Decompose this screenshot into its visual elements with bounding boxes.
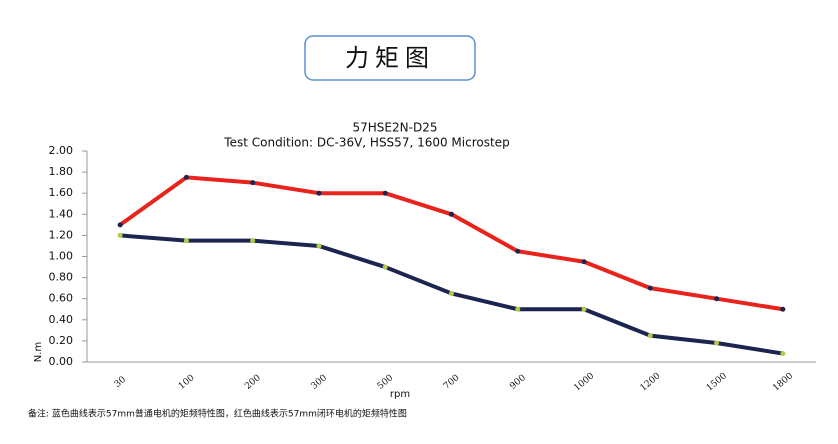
x-tick-label: 200: [243, 373, 263, 392]
header-title: 力矩图: [345, 44, 435, 72]
y-axis-label: N.m: [33, 342, 44, 362]
x-tick-label: 1500: [705, 371, 729, 394]
header-box: [304, 35, 476, 81]
x-tick-label: 100: [177, 373, 197, 392]
y-tick-label: 0.00: [49, 355, 74, 368]
y-tick-label: 1.20: [49, 228, 74, 241]
x-axis-label: rpm: [390, 389, 410, 400]
y-tick-label: 0.60: [49, 292, 74, 305]
point-marker: [647, 333, 653, 339]
point-marker: [382, 264, 388, 270]
point-marker: [250, 180, 256, 186]
point-marker: [449, 211, 454, 217]
y-tick-label: 1.60: [49, 186, 74, 199]
point-marker: [581, 259, 587, 265]
y-tick-label: 1.00: [49, 250, 74, 263]
x-tick-label: 700: [442, 373, 462, 392]
y-tick-label: 2.00: [49, 144, 74, 157]
point-marker: [780, 351, 786, 357]
y-tick-label: 1.40: [49, 207, 74, 220]
point-marker: [449, 290, 454, 296]
point-marker: [647, 285, 653, 291]
footnote: 备注: 蓝色曲线表示57mm普通电机的矩频特性图，红色曲线表示57mm闭环电机的…: [28, 408, 407, 420]
point-marker: [581, 306, 587, 312]
x-tick-label: 1200: [639, 371, 663, 394]
chart-title: 57HSE2N-D25: [353, 121, 438, 135]
point-marker: [382, 190, 388, 196]
x-tick-label: 30: [113, 375, 128, 390]
point-marker: [714, 340, 720, 346]
point-marker: [316, 243, 322, 249]
y-tick-label: 1.80: [49, 165, 74, 178]
x-tick-label: 900: [508, 373, 528, 392]
y-tick-label: 0.40: [49, 313, 74, 326]
point-marker: [250, 238, 256, 244]
series-line: [118, 175, 784, 312]
point-marker: [183, 238, 189, 244]
point-marker: [515, 306, 521, 312]
y-tick-label: 0.20: [49, 334, 74, 347]
point-marker: [183, 174, 189, 180]
x-tick-label: 1000: [572, 371, 596, 394]
point-marker: [316, 190, 322, 196]
point-marker: [117, 222, 123, 228]
point-marker: [780, 306, 786, 312]
y-tick-label: 0.80: [49, 271, 74, 284]
chart-subtitle: Test Condition: DC-36V, HSS57, 1600 Micr…: [223, 136, 509, 150]
point-marker: [515, 248, 521, 254]
x-tick-label: 300: [309, 373, 329, 392]
point-marker: [714, 296, 720, 302]
x-tick-label: 1800: [771, 371, 795, 394]
point-marker: [117, 232, 123, 238]
